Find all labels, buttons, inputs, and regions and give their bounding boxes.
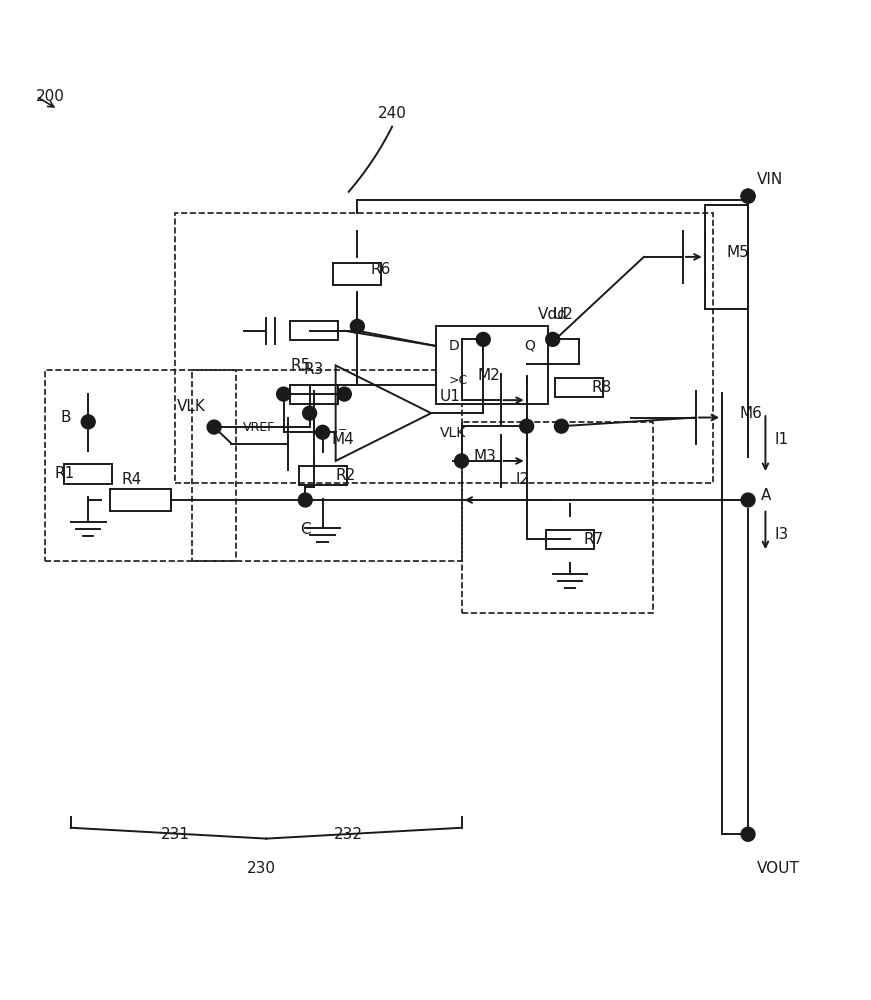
Text: M2: M2 [478,368,501,383]
Bar [299,466,347,485]
Text: R4: R4 [121,472,142,487]
Circle shape [741,189,755,203]
Circle shape [476,332,490,346]
Circle shape [277,387,291,401]
Circle shape [555,419,569,433]
Text: M6: M6 [739,406,762,421]
Text: M3: M3 [474,449,496,464]
Text: R7: R7 [583,532,604,547]
Bar [44,370,236,561]
Circle shape [546,332,560,346]
Text: VLK: VLK [177,399,206,414]
Text: I2: I2 [516,472,530,487]
Circle shape [741,493,755,507]
Bar [175,213,713,483]
Circle shape [315,425,329,439]
Bar [436,326,549,404]
Text: A: A [761,488,772,503]
Text: U2: U2 [553,307,574,322]
Circle shape [741,827,755,841]
Text: U1: U1 [440,389,461,404]
Text: 200: 200 [36,89,65,104]
Text: R6: R6 [370,262,391,277]
Text: >C: >C [449,374,468,387]
Text: VOUT: VOUT [757,861,800,876]
Text: I3: I3 [774,527,788,542]
Bar [192,370,462,561]
Text: VREF: VREF [243,421,275,434]
Text: 232: 232 [334,827,363,842]
Text: +: + [338,391,348,401]
Text: M5: M5 [726,245,749,260]
Text: 231: 231 [160,827,190,842]
Text: Q: Q [524,339,536,353]
Text: Vdd: Vdd [537,307,568,322]
Circle shape [81,415,95,429]
Text: M4: M4 [331,432,354,447]
Bar [110,489,171,511]
Circle shape [337,387,351,401]
Bar [334,263,381,285]
Circle shape [299,493,312,507]
Text: D: D [449,339,459,353]
Text: 240: 240 [378,106,407,121]
Text: R3: R3 [304,362,324,377]
Circle shape [520,419,534,433]
Text: VLK: VLK [440,426,466,440]
Bar [290,385,338,404]
Text: I1: I1 [774,432,788,447]
Text: VIN: VIN [757,172,783,187]
Bar [546,530,594,549]
Circle shape [207,420,221,434]
Text: 230: 230 [247,861,276,876]
Bar [64,464,112,484]
Circle shape [350,319,364,333]
Text: R8: R8 [591,380,612,395]
Text: R2: R2 [335,468,356,483]
Circle shape [455,454,469,468]
Text: B: B [60,410,71,425]
Text: R5: R5 [291,358,311,373]
Circle shape [302,406,316,420]
Text: C: C [300,522,311,537]
Text: −: − [338,425,348,435]
Bar [290,321,338,340]
Bar [555,378,603,397]
Text: R1: R1 [55,466,75,481]
Circle shape [741,189,755,203]
Bar [462,422,652,613]
